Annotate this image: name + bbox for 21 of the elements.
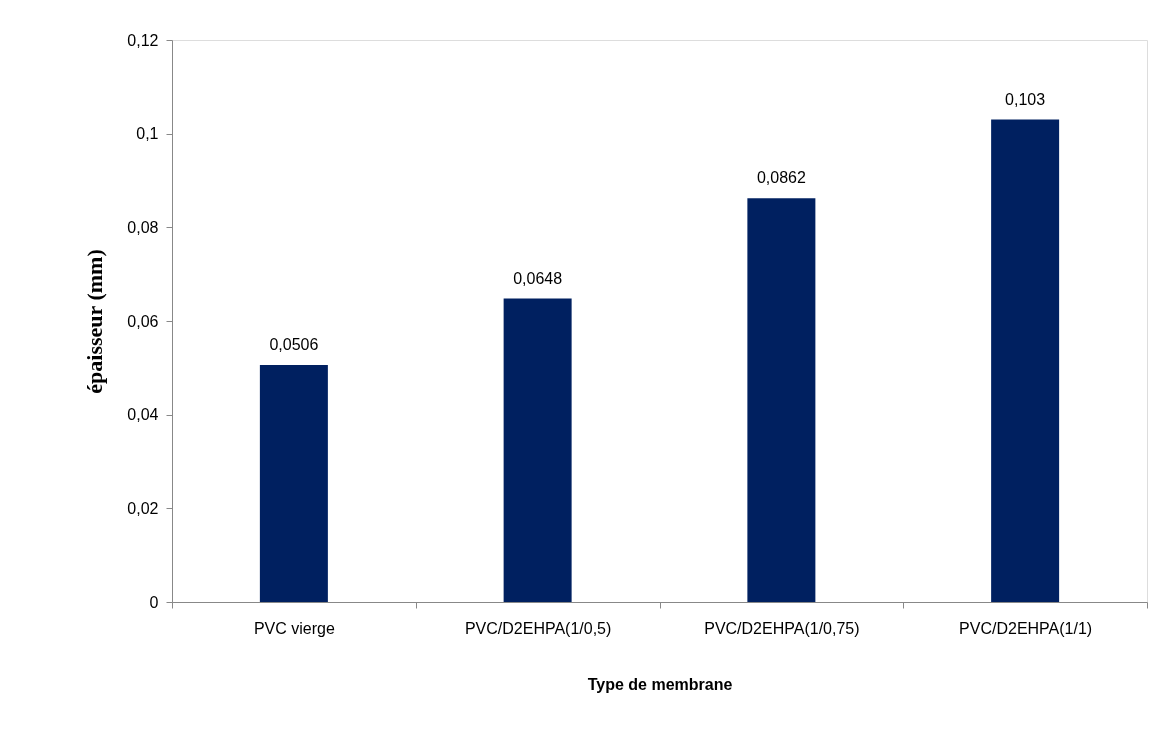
y-tick-label: 0,06 <box>127 312 159 330</box>
x-tick-label: PVC/D2EHPA(1/0,75) <box>704 619 860 637</box>
bar <box>259 365 328 602</box>
x-tick-label: PVC/D2EHPA(1/0,5) <box>464 619 612 637</box>
y-tick-label: 0 <box>149 593 159 611</box>
data-label: 0,0506 <box>269 336 319 354</box>
y-tick-label: 0,02 <box>127 499 159 517</box>
x-axis-title: Type de membrane <box>587 675 733 693</box>
y-tick-label: 0,12 <box>127 31 159 49</box>
x-tick-label: PVC vierge <box>253 619 335 637</box>
bar <box>747 198 816 602</box>
y-tick-label: 0,08 <box>127 218 159 236</box>
y-tick-label: 0,04 <box>127 406 159 424</box>
x-tick-label: PVC/D2EHPA(1/1) <box>959 619 1093 637</box>
bar <box>503 298 572 602</box>
data-label: 0,0862 <box>756 169 806 187</box>
data-label: 0,0648 <box>513 269 563 287</box>
y-axis-title: épaisseur (mm) <box>82 249 108 394</box>
bar <box>991 119 1060 602</box>
data-label: 0,103 <box>1005 90 1046 108</box>
y-tick-label: 0,1 <box>136 125 159 143</box>
